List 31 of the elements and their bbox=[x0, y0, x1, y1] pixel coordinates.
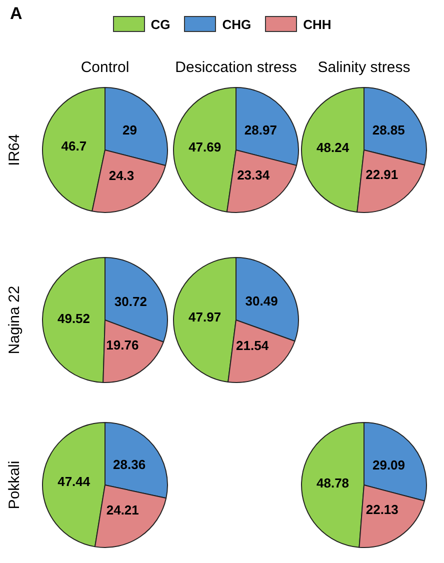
text: Control bbox=[80, 59, 130, 76]
data-label: 48.78 bbox=[316, 475, 350, 490]
text: Pokkali bbox=[6, 460, 24, 512]
data-label: 22.91 bbox=[366, 167, 398, 182]
chart-title: Desiccation stress bbox=[175, 59, 297, 76]
data-label: 29 bbox=[122, 122, 137, 138]
legend-label: CHH bbox=[303, 16, 332, 32]
data-label: 19.76 bbox=[106, 338, 139, 353]
data-label: 47.44 bbox=[58, 474, 91, 490]
data-label: 46.7 bbox=[61, 138, 87, 154]
data-label: 22.13 bbox=[366, 502, 398, 518]
data-label: 30.49 bbox=[245, 294, 278, 309]
text: IR64 bbox=[6, 133, 24, 168]
chart-title: Salinity stress bbox=[318, 59, 410, 76]
data-label: 28.97 bbox=[244, 122, 277, 138]
data-label: 30.72 bbox=[114, 294, 147, 309]
data-label: 23.34 bbox=[237, 168, 270, 183]
data-label: 28.36 bbox=[113, 456, 146, 472]
text: A bbox=[10, 4, 22, 24]
data-label: 21.54 bbox=[236, 338, 270, 354]
data-label: 47.69 bbox=[188, 139, 222, 154]
text: Nagina 22 bbox=[6, 284, 24, 356]
legend-label: CHG bbox=[222, 16, 252, 32]
data-label: 48.24 bbox=[316, 140, 350, 155]
legend-label: CG bbox=[150, 16, 170, 32]
data-label: 28.85 bbox=[372, 122, 405, 138]
data-label: 49.52 bbox=[57, 311, 90, 326]
data-label: 24.21 bbox=[106, 502, 139, 518]
data-label: 29.09 bbox=[372, 457, 406, 472]
data-label: 24.3 bbox=[108, 168, 134, 184]
data-label: 47.97 bbox=[188, 310, 222, 325]
